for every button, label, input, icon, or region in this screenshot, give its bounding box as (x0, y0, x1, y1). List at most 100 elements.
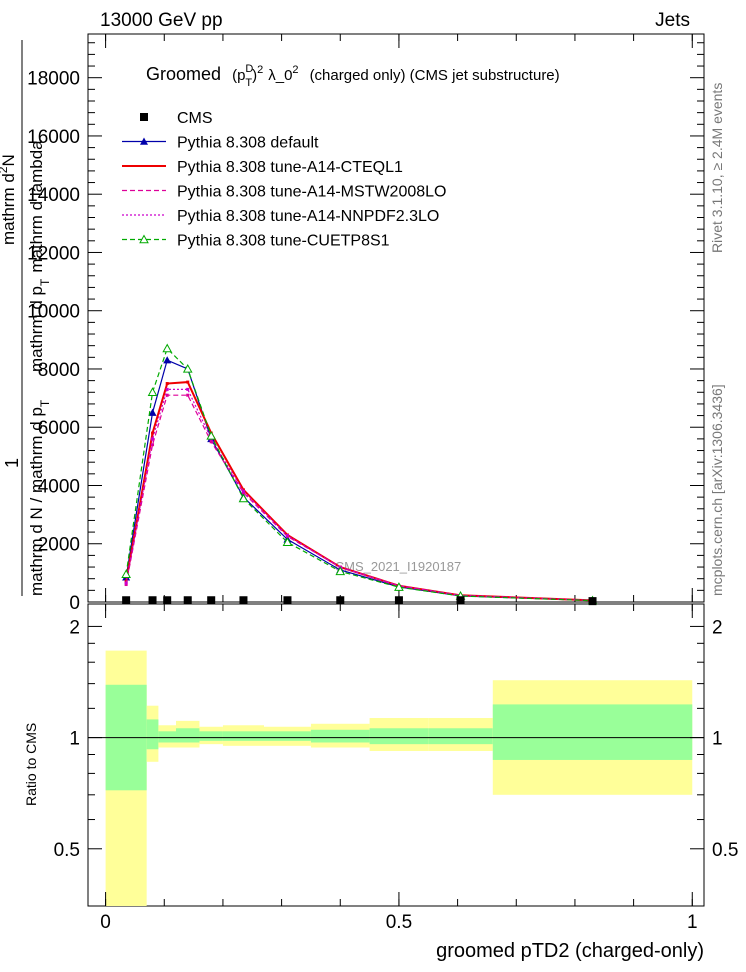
title-sup-d: D (245, 63, 253, 75)
main-y-tick-label: 2000 (38, 535, 80, 556)
cms-data-point (394, 596, 403, 605)
cms-data-point (122, 596, 131, 605)
ratio-y-tick-label-right: 0.5 (712, 840, 738, 861)
ratio-y-tick-label-right: 1 (712, 729, 723, 750)
legend-label: CMS (177, 110, 213, 127)
legend-swatch-data (140, 113, 148, 121)
ratio-y-tick-label-left: 0.5 (54, 840, 80, 861)
title-paren-open: ( (232, 67, 237, 84)
series-marker-open-triangle (206, 430, 217, 440)
main-y-tick-label: 8000 (38, 360, 80, 381)
ratio-bands (105, 650, 693, 906)
cms-data-point (148, 596, 157, 605)
main-y-tick-label: 0 (69, 593, 80, 614)
cms-data-point (183, 596, 192, 605)
ratio-band-inner (146, 719, 159, 750)
legend-label: Pythia 8.308 tune-A14-CTEQL1 (177, 159, 403, 176)
ylabel-one: 1 (2, 458, 22, 468)
series-marker-dot (165, 393, 169, 397)
x-tick-label: 0 (100, 912, 111, 933)
series-marker-open-triangle (162, 343, 173, 353)
main-y-tick-label: 4000 (38, 476, 80, 497)
ratio-ylabel: Ratio to CMS (23, 723, 39, 806)
series-marker-dot (285, 534, 289, 538)
series-marker-open-triangle (394, 582, 404, 591)
legend-swatch-marker (139, 234, 149, 244)
legend-label: Pythia 8.308 tune-A14-NNPDF2.3LO (177, 208, 439, 225)
ylabel-upper: mathrm d2N (0, 154, 18, 245)
cms-data-point (336, 596, 345, 605)
series-marker-open-triangle (182, 363, 193, 373)
xlabel: groomed pTD2 (charged-only) (436, 940, 704, 962)
ratio-y-tick-label-left: 1 (69, 729, 80, 750)
x-tick-label: 0.5 (386, 912, 412, 933)
ylabel-denominator: mathrm d pTmathrm d lambda (27, 140, 52, 372)
main-ylabel: 1 mathrm d N / mathrm d pT mathrm d2N ma… (0, 40, 52, 596)
ratio-y-tick-label-right: 2 (712, 617, 723, 638)
title-pre: Groomed (146, 64, 221, 84)
title-sup-2b: 2 (292, 64, 298, 76)
series-layer (121, 343, 598, 606)
series-marker-dot (165, 382, 169, 386)
title-sym-p: p (237, 67, 245, 84)
main-y-tick-label: 10000 (27, 302, 80, 323)
legend-label: Pythia 8.308 tune-CUETP8S1 (177, 233, 390, 250)
ratio-band-inner (492, 704, 693, 760)
series-marker-triangle (148, 408, 157, 416)
ratio-band-inner (369, 728, 429, 745)
series-marker-dot (209, 440, 213, 444)
main-y-tick-label: 14000 (27, 185, 80, 206)
cms-data-point (456, 596, 465, 605)
ratio-band-inner (176, 728, 200, 743)
series-marker-dot (151, 437, 155, 441)
chart-title: Groomed (pD T)2 λ_02 (charged only) (CMS … (146, 57, 560, 89)
cms-data-point (207, 596, 216, 605)
series-marker-dot (186, 393, 190, 397)
ratio-axis-ticks: 0.5 0.5 1 1 2 2 0 0.5 1 (54, 604, 738, 933)
cms-data-point (163, 596, 172, 605)
ratio-band-inner (264, 731, 311, 741)
main-y-tick-label: 12000 (27, 243, 80, 264)
title-paren-close: ) (252, 67, 257, 84)
legend-label: Pythia 8.308 tune-A14-MSTW2008LO (177, 184, 446, 201)
series-marker-open-triangle (121, 569, 131, 579)
main-axis-ticks: 0 2000 4000 6000 8000 10000 12000 14000 16000 180… (27, 34, 704, 614)
header-right: Jets (655, 10, 690, 31)
series-marker-dot (186, 387, 190, 391)
series-marker-triangle (163, 356, 172, 364)
main-y-tick-label: 16000 (27, 127, 80, 148)
mcplots-label: mcplots.cern.ch [arXiv:1306.3436] (709, 384, 725, 596)
series-marker-open-triangle (335, 566, 346, 576)
ratio-band-inner (310, 729, 370, 743)
x-tick-label: 1 (687, 912, 698, 933)
series-marker-dot (165, 387, 169, 391)
cms-data-point (239, 596, 248, 605)
ratio-band-inner (222, 731, 264, 741)
legend-label: Pythia 8.308 default (177, 135, 319, 152)
title-lambda: λ_0 (268, 67, 292, 84)
series-marker-dot (124, 581, 128, 585)
main-y-tick-label: 6000 (38, 418, 80, 439)
legend: CMS Pythia 8.308 default Pythia 8.308 tune… (122, 110, 446, 250)
ylabel-lower: mathrm d N / mathrm d pT (27, 399, 52, 596)
series-line (125, 388, 593, 601)
ratio-band-inner (428, 728, 493, 745)
watermark: CMS_2021_I1920187 (335, 559, 462, 574)
legend-swatch-marker (140, 137, 148, 145)
cms-data-point (588, 597, 597, 606)
header-left: 13000 GeV pp (100, 10, 223, 31)
main-y-tick-label: 18000 (27, 69, 80, 90)
series-marker-dot (241, 489, 245, 493)
series-marker-open-triangle (282, 537, 293, 546)
series-marker-dot (151, 431, 155, 435)
title-sub-t: T (245, 77, 252, 89)
ratio-band-inner (158, 731, 176, 743)
series-marker-dot (151, 443, 155, 447)
title-sup-2a: 2 (257, 64, 263, 76)
ratio-y-tick-label-left: 2 (69, 617, 80, 638)
series-marker-open-triangle (238, 493, 249, 503)
series-marker-dot (186, 380, 190, 384)
series-marker-open-triangle (147, 387, 158, 396)
